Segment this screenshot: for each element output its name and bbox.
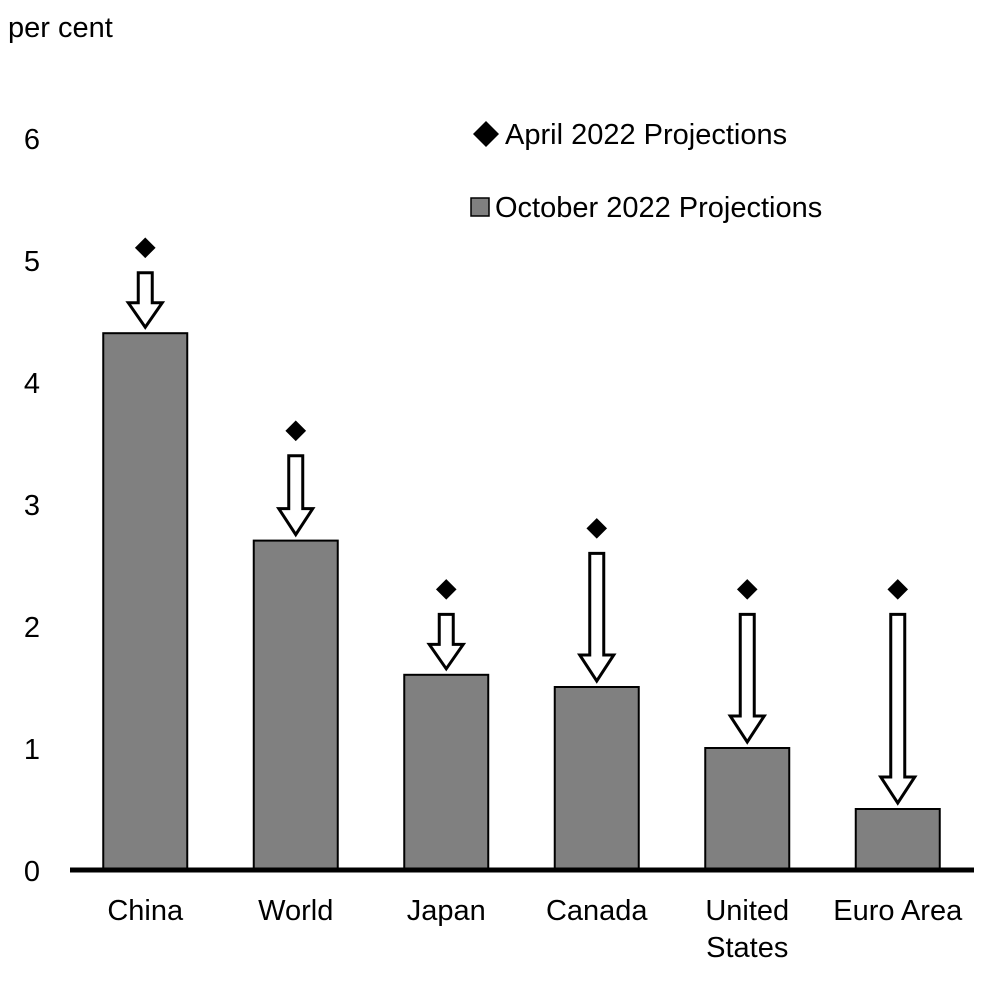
- category-label: United: [705, 895, 789, 927]
- legend-diamond-icon: [473, 121, 499, 147]
- y-tick-label: 4: [24, 368, 40, 400]
- bar: [553, 686, 640, 871]
- category-label: World: [258, 895, 333, 927]
- diamond-marker: [133, 236, 157, 260]
- y-axis-ticks: 0 1 2 3 4 5 6: [24, 124, 40, 888]
- change-arrow: [426, 612, 467, 672]
- legend-square-icon: [470, 197, 490, 217]
- legend-label-april: April 2022 Projections: [505, 119, 787, 151]
- bars: [102, 332, 941, 871]
- change-arrow: [125, 271, 166, 330]
- y-tick-label: 2: [24, 612, 40, 644]
- diamond-marker: [735, 577, 759, 602]
- diamond-marker: [434, 577, 458, 602]
- bar: [403, 673, 490, 871]
- change-arrows: [125, 271, 918, 806]
- category-label: China: [107, 895, 184, 927]
- y-axis-label: per cent: [8, 12, 113, 44]
- diamond-marker: [284, 419, 308, 443]
- change-arrow: [877, 612, 918, 806]
- category-label: States: [706, 932, 788, 964]
- change-arrow: [727, 612, 768, 745]
- category-labels: China World Japan Canada United States Euro Ar…: [107, 895, 963, 964]
- change-arrow: [576, 551, 617, 684]
- bar: [854, 808, 941, 871]
- category-label: Canada: [546, 895, 648, 927]
- y-tick-label: 0: [24, 856, 40, 888]
- change-arrow: [275, 454, 316, 538]
- category-label: Japan: [407, 895, 486, 927]
- diamond-marker: [886, 577, 910, 602]
- bar: [252, 539, 339, 871]
- y-tick-label: 6: [24, 124, 40, 156]
- bar: [704, 747, 791, 871]
- y-tick-label: 1: [24, 734, 40, 766]
- legend: April 2022 Projections October 2022 Proj…: [470, 119, 822, 224]
- diamond-markers: [133, 236, 910, 602]
- diamond-marker: [585, 516, 609, 541]
- legend-label-october: October 2022 Projections: [495, 192, 822, 224]
- y-tick-label: 3: [24, 490, 40, 522]
- category-label: Euro Area: [833, 895, 963, 927]
- y-tick-label: 5: [24, 246, 40, 278]
- bar: [102, 332, 189, 871]
